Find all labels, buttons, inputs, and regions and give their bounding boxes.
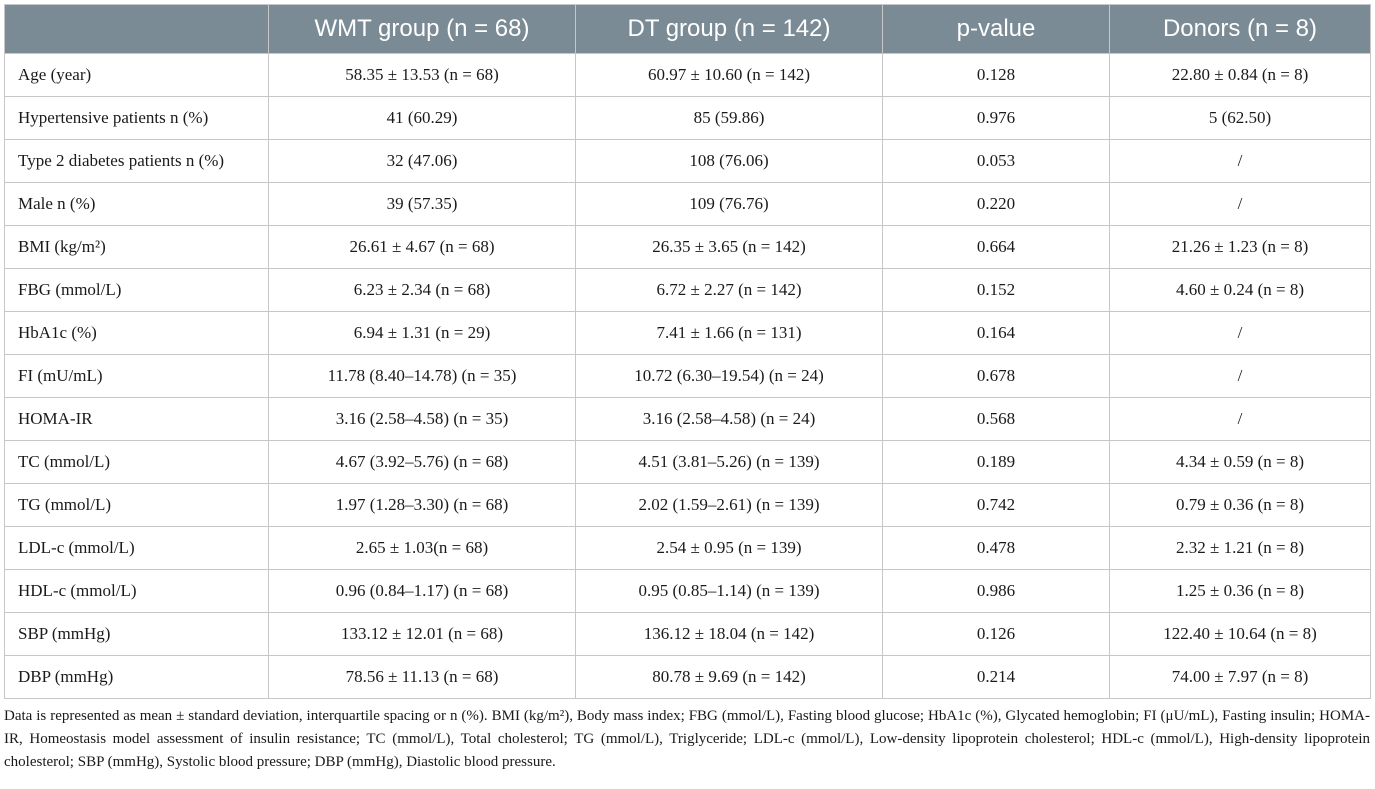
donors-value: 4.34 ± 0.59 (n = 8) (1109, 440, 1371, 484)
characteristics-table: WMT group (n = 68) DT group (n = 142) p-… (4, 4, 1371, 699)
row-label: TC (mmol/L) (4, 440, 269, 484)
dt-value: 0.95 (0.85–1.14) (n = 139) (575, 569, 883, 613)
wmt-value: 78.56 ± 11.13 (n = 68) (268, 655, 576, 699)
table-row: TC (mmol/L) 4.67 (3.92–5.76) (n = 68) 4.… (4, 440, 1371, 484)
p-value: 0.152 (882, 268, 1110, 312)
p-value: 0.664 (882, 225, 1110, 269)
row-label: HbA1c (%) (4, 311, 269, 355)
column-header-donors: Donors (n = 8) (1109, 4, 1371, 54)
p-value: 0.678 (882, 354, 1110, 398)
dt-value: 80.78 ± 9.69 (n = 142) (575, 655, 883, 699)
row-label: FBG (mmol/L) (4, 268, 269, 312)
row-label: LDL-c (mmol/L) (4, 526, 269, 570)
p-value: 0.214 (882, 655, 1110, 699)
row-label: Hypertensive patients n (%) (4, 96, 269, 140)
table-row: HbA1c (%) 6.94 ± 1.31 (n = 29) 7.41 ± 1.… (4, 311, 1371, 355)
row-label: DBP (mmHg) (4, 655, 269, 699)
p-value: 0.164 (882, 311, 1110, 355)
wmt-value: 26.61 ± 4.67 (n = 68) (268, 225, 576, 269)
wmt-value: 0.96 (0.84–1.17) (n = 68) (268, 569, 576, 613)
row-label: HOMA-IR (4, 397, 269, 441)
row-label: BMI (kg/m²) (4, 225, 269, 269)
column-header-variable (4, 4, 269, 54)
row-label: HDL-c (mmol/L) (4, 569, 269, 613)
dt-value: 2.54 ± 0.95 (n = 139) (575, 526, 883, 570)
column-header-dt-group: DT group (n = 142) (575, 4, 883, 54)
p-value: 0.986 (882, 569, 1110, 613)
row-label: FI (mU/mL) (4, 354, 269, 398)
table-row: Male n (%) 39 (57.35) 109 (76.76) 0.220 … (4, 182, 1371, 226)
p-value: 0.568 (882, 397, 1110, 441)
dt-value: 26.35 ± 3.65 (n = 142) (575, 225, 883, 269)
dt-value: 6.72 ± 2.27 (n = 142) (575, 268, 883, 312)
dt-value: 85 (59.86) (575, 96, 883, 140)
row-label: SBP (mmHg) (4, 612, 269, 656)
p-value: 0.053 (882, 139, 1110, 183)
table-row: Age (year) 58.35 ± 13.53 (n = 68) 60.97 … (4, 53, 1371, 97)
wmt-value: 6.94 ± 1.31 (n = 29) (268, 311, 576, 355)
row-label: Male n (%) (4, 182, 269, 226)
table-row: FBG (mmol/L) 6.23 ± 2.34 (n = 68) 6.72 ±… (4, 268, 1371, 312)
donors-value: 22.80 ± 0.84 (n = 8) (1109, 53, 1371, 97)
row-label: TG (mmol/L) (4, 483, 269, 527)
donors-value: 4.60 ± 0.24 (n = 8) (1109, 268, 1371, 312)
table-row: FI (mU/mL) 11.78 (8.40–14.78) (n = 35) 1… (4, 354, 1371, 398)
p-value: 0.742 (882, 483, 1110, 527)
wmt-value: 11.78 (8.40–14.78) (n = 35) (268, 354, 576, 398)
dt-value: 4.51 (3.81–5.26) (n = 139) (575, 440, 883, 484)
donors-value: / (1109, 139, 1371, 183)
dt-value: 60.97 ± 10.60 (n = 142) (575, 53, 883, 97)
p-value: 0.126 (882, 612, 1110, 656)
wmt-value: 2.65 ± 1.03(n = 68) (268, 526, 576, 570)
donors-value: 122.40 ± 10.64 (n = 8) (1109, 612, 1371, 656)
wmt-value: 133.12 ± 12.01 (n = 68) (268, 612, 576, 656)
row-label: Type 2 diabetes patients n (%) (4, 139, 269, 183)
dt-value: 109 (76.76) (575, 182, 883, 226)
table-row: HDL-c (mmol/L) 0.96 (0.84–1.17) (n = 68)… (4, 569, 1371, 613)
donors-value: 2.32 ± 1.21 (n = 8) (1109, 526, 1371, 570)
p-value: 0.128 (882, 53, 1110, 97)
table-row: TG (mmol/L) 1.97 (1.28–3.30) (n = 68) 2.… (4, 483, 1371, 527)
p-value: 0.976 (882, 96, 1110, 140)
dt-value: 108 (76.06) (575, 139, 883, 183)
dt-value: 7.41 ± 1.66 (n = 131) (575, 311, 883, 355)
table-row: DBP (mmHg) 78.56 ± 11.13 (n = 68) 80.78 … (4, 655, 1371, 699)
table-row: Hypertensive patients n (%) 41 (60.29) 8… (4, 96, 1371, 140)
p-value: 0.189 (882, 440, 1110, 484)
donors-value: 1.25 ± 0.36 (n = 8) (1109, 569, 1371, 613)
donors-value: 5 (62.50) (1109, 96, 1371, 140)
donors-value: 74.00 ± 7.97 (n = 8) (1109, 655, 1371, 699)
table-row: LDL-c (mmol/L) 2.65 ± 1.03(n = 68) 2.54 … (4, 526, 1371, 570)
table-row: HOMA-IR 3.16 (2.58–4.58) (n = 35) 3.16 (… (4, 397, 1371, 441)
table-row: BMI (kg/m²) 26.61 ± 4.67 (n = 68) 26.35 … (4, 225, 1371, 269)
p-value: 0.220 (882, 182, 1110, 226)
table-container: WMT group (n = 68) DT group (n = 142) p-… (4, 4, 1371, 789)
dt-value: 10.72 (6.30–19.54) (n = 24) (575, 354, 883, 398)
column-header-p-value: p-value (882, 4, 1110, 54)
wmt-value: 3.16 (2.58–4.58) (n = 35) (268, 397, 576, 441)
wmt-value: 1.97 (1.28–3.30) (n = 68) (268, 483, 576, 527)
dt-value: 136.12 ± 18.04 (n = 142) (575, 612, 883, 656)
wmt-value: 58.35 ± 13.53 (n = 68) (268, 53, 576, 97)
donors-value: / (1109, 311, 1371, 355)
table-row: SBP (mmHg) 133.12 ± 12.01 (n = 68) 136.1… (4, 612, 1371, 656)
donors-value: / (1109, 397, 1371, 441)
wmt-value: 4.67 (3.92–5.76) (n = 68) (268, 440, 576, 484)
table-footnote: Data is represented as mean ± standard d… (4, 708, 1370, 770)
dt-value: 2.02 (1.59–2.61) (n = 139) (575, 483, 883, 527)
wmt-value: 41 (60.29) (268, 96, 576, 140)
donors-value: 21.26 ± 1.23 (n = 8) (1109, 225, 1371, 269)
dt-value: 3.16 (2.58–4.58) (n = 24) (575, 397, 883, 441)
header-row: WMT group (n = 68) DT group (n = 142) p-… (4, 4, 1371, 54)
row-label: Age (year) (4, 53, 269, 97)
column-header-wmt-group: WMT group (n = 68) (268, 4, 576, 54)
table-row: Type 2 diabetes patients n (%) 32 (47.06… (4, 139, 1371, 183)
donors-value: / (1109, 354, 1371, 398)
donors-value: 0.79 ± 0.36 (n = 8) (1109, 483, 1371, 527)
wmt-value: 32 (47.06) (268, 139, 576, 183)
p-value: 0.478 (882, 526, 1110, 570)
wmt-value: 39 (57.35) (268, 182, 576, 226)
wmt-value: 6.23 ± 2.34 (n = 68) (268, 268, 576, 312)
donors-value: / (1109, 182, 1371, 226)
